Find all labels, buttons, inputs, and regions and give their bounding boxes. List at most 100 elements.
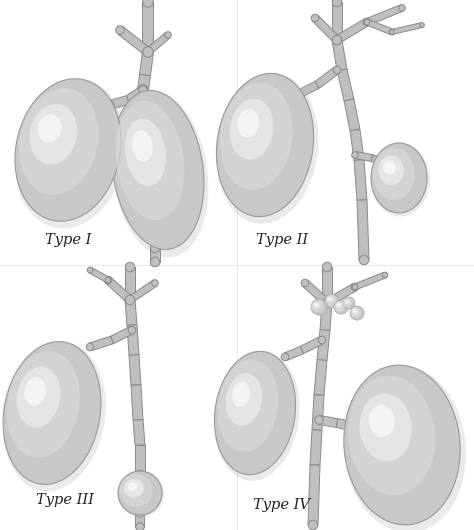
Ellipse shape (127, 297, 133, 303)
Ellipse shape (389, 29, 395, 35)
Ellipse shape (343, 297, 356, 310)
Ellipse shape (399, 5, 405, 11)
Ellipse shape (322, 262, 332, 272)
Ellipse shape (3, 342, 106, 491)
PathPatch shape (135, 445, 145, 475)
Ellipse shape (237, 109, 259, 138)
Ellipse shape (7, 351, 80, 458)
PathPatch shape (126, 86, 146, 104)
PathPatch shape (308, 465, 320, 525)
Ellipse shape (350, 306, 365, 321)
Ellipse shape (217, 73, 314, 217)
PathPatch shape (129, 355, 141, 385)
Ellipse shape (116, 101, 184, 220)
Ellipse shape (351, 283, 359, 291)
PathPatch shape (318, 416, 338, 427)
PathPatch shape (125, 267, 135, 300)
Ellipse shape (332, 36, 342, 45)
Ellipse shape (87, 267, 93, 273)
Ellipse shape (19, 88, 99, 195)
PathPatch shape (89, 267, 109, 282)
PathPatch shape (354, 272, 386, 290)
Ellipse shape (326, 295, 336, 305)
PathPatch shape (357, 200, 369, 260)
Ellipse shape (126, 296, 134, 304)
Ellipse shape (351, 423, 359, 431)
Ellipse shape (334, 300, 349, 315)
Ellipse shape (348, 376, 435, 496)
PathPatch shape (137, 74, 150, 91)
Ellipse shape (139, 86, 147, 94)
PathPatch shape (350, 129, 364, 161)
Ellipse shape (336, 303, 342, 308)
PathPatch shape (110, 326, 134, 343)
Ellipse shape (350, 307, 361, 317)
Text: Type III: Type III (36, 493, 94, 507)
Ellipse shape (128, 326, 136, 334)
Ellipse shape (128, 482, 137, 491)
PathPatch shape (335, 19, 369, 43)
PathPatch shape (150, 248, 160, 262)
Ellipse shape (112, 91, 204, 250)
PathPatch shape (310, 430, 322, 465)
Ellipse shape (379, 155, 404, 185)
PathPatch shape (302, 280, 330, 306)
Ellipse shape (217, 74, 319, 224)
Ellipse shape (333, 66, 341, 74)
PathPatch shape (146, 32, 170, 55)
Ellipse shape (293, 91, 301, 99)
Ellipse shape (86, 343, 94, 351)
Ellipse shape (363, 18, 371, 26)
Ellipse shape (364, 19, 370, 25)
Ellipse shape (125, 295, 135, 305)
Ellipse shape (135, 470, 145, 480)
Ellipse shape (24, 377, 46, 405)
Ellipse shape (353, 310, 356, 312)
PathPatch shape (127, 325, 139, 355)
Ellipse shape (327, 296, 333, 303)
Ellipse shape (323, 299, 331, 307)
PathPatch shape (371, 155, 383, 165)
PathPatch shape (117, 26, 151, 56)
Ellipse shape (112, 91, 209, 258)
Ellipse shape (382, 272, 388, 278)
Ellipse shape (125, 262, 135, 272)
PathPatch shape (317, 330, 330, 360)
Ellipse shape (328, 297, 331, 301)
Ellipse shape (311, 299, 328, 316)
Ellipse shape (136, 509, 144, 517)
Ellipse shape (333, 36, 341, 44)
Ellipse shape (318, 336, 326, 344)
Ellipse shape (322, 298, 332, 308)
Ellipse shape (333, 36, 341, 44)
Ellipse shape (325, 294, 340, 308)
Ellipse shape (214, 351, 300, 481)
Ellipse shape (313, 302, 320, 308)
Ellipse shape (360, 393, 412, 461)
PathPatch shape (392, 23, 422, 34)
Ellipse shape (143, 47, 153, 57)
Ellipse shape (383, 161, 395, 174)
Ellipse shape (218, 359, 278, 452)
Ellipse shape (17, 367, 61, 428)
PathPatch shape (355, 152, 373, 162)
Ellipse shape (369, 405, 395, 437)
Ellipse shape (371, 143, 430, 216)
Ellipse shape (105, 277, 111, 283)
PathPatch shape (109, 95, 129, 109)
Ellipse shape (335, 301, 345, 312)
Ellipse shape (311, 300, 324, 312)
Ellipse shape (350, 306, 364, 320)
Ellipse shape (143, 47, 153, 57)
Ellipse shape (164, 32, 171, 38)
PathPatch shape (312, 395, 324, 430)
PathPatch shape (89, 336, 113, 351)
PathPatch shape (133, 420, 145, 445)
Ellipse shape (352, 152, 358, 158)
Ellipse shape (344, 365, 460, 525)
Ellipse shape (332, 0, 342, 7)
Text: Type II: Type II (256, 233, 308, 247)
Ellipse shape (281, 353, 289, 361)
Ellipse shape (352, 308, 358, 314)
Text: Type IV: Type IV (254, 498, 310, 512)
